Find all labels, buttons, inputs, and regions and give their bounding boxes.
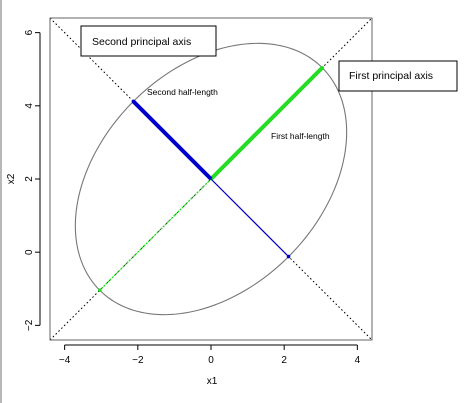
half-length-endpoint-4	[286, 254, 291, 259]
callout-text: Second principal axis	[92, 36, 191, 48]
callout-first-principal-axis: First principal axis	[338, 60, 458, 92]
x-tick-label: 0	[208, 355, 214, 366]
x-axis: −4 −2 0 2 4	[59, 344, 361, 366]
y-tick-label: 4	[24, 103, 35, 109]
x-tick-label: 4	[355, 355, 361, 366]
half-length-endpoint-3	[131, 99, 136, 104]
x-tick-label: 2	[281, 355, 287, 366]
y-tick-label: 0	[24, 249, 35, 255]
half-length-endpoint-1	[320, 65, 325, 70]
half-length-segment-2	[99, 178, 212, 291]
annotation-second-half-length: Second half-length	[147, 87, 218, 97]
callout-box	[80, 25, 217, 57]
half-length-segment-3	[132, 100, 213, 181]
x-tick-label: −2	[132, 355, 144, 366]
callout-text: First principal axis	[349, 70, 433, 82]
y-tick-label: 2	[24, 176, 35, 182]
callout-second-principal-axis: Second principal axis	[80, 25, 217, 57]
y-tick-label: 6	[24, 29, 35, 35]
y-axis: −2 0 2 4 6	[24, 29, 41, 331]
half-length-segment-4	[210, 178, 289, 257]
page-edge	[0, 0, 2, 403]
x-axis-title: x1	[207, 376, 218, 387]
plot-frame	[49, 17, 373, 341]
plot-content	[50, 18, 372, 340]
y-axis-title: x2	[6, 173, 17, 184]
half-length-segment-1	[209, 66, 324, 181]
half-length-endpoint-2	[97, 288, 102, 293]
x-tick-label: −4	[59, 355, 71, 366]
y-tick-label: −2	[24, 319, 35, 331]
annotation-first-half-length: First half-length	[271, 131, 330, 141]
callout-box	[338, 60, 458, 92]
